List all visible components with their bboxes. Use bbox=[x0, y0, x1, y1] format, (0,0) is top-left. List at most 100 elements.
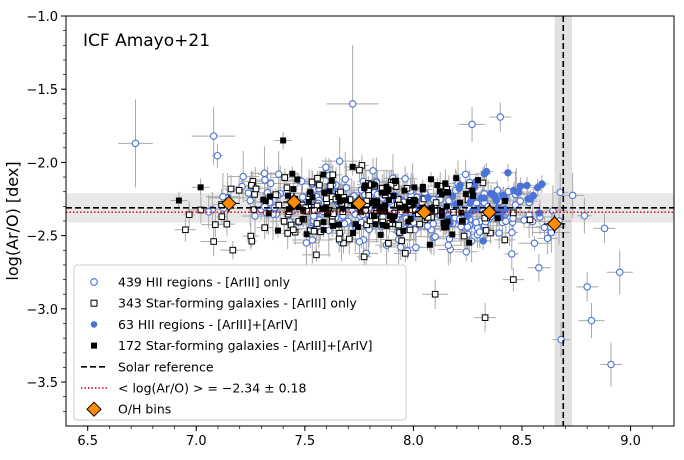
sfg-open-point bbox=[272, 191, 280, 198]
sfg-filled-point bbox=[294, 176, 301, 183]
sfg-filled-point bbox=[438, 212, 445, 219]
outlier-point bbox=[209, 132, 218, 140]
sfg-filled-point bbox=[326, 188, 333, 195]
hii-open-point bbox=[251, 212, 259, 220]
sfg-filled-point bbox=[434, 182, 441, 189]
sfg-filled-point bbox=[267, 193, 274, 200]
hii-open-point bbox=[341, 175, 350, 183]
sfg-open-point bbox=[346, 235, 353, 243]
sfg-filled-point bbox=[321, 189, 328, 196]
sfg-filled-point bbox=[438, 191, 445, 198]
legend-marker-hii-open bbox=[90, 278, 98, 286]
sfg-open-point bbox=[482, 227, 490, 234]
hii-open-point bbox=[322, 163, 330, 172]
hii-open-point bbox=[213, 151, 222, 160]
hii-open-point bbox=[530, 239, 539, 247]
y-axis-label: log(Ar/O) [dex] bbox=[3, 161, 22, 280]
hii-filled-point bbox=[538, 180, 546, 188]
chart-annotation: ICF Amayo+21 bbox=[83, 31, 210, 51]
sfg-open-point bbox=[450, 209, 457, 216]
sfg-open-point bbox=[281, 174, 289, 181]
sfg-filled-point bbox=[475, 177, 482, 184]
y-tick-label: −1.5 bbox=[26, 83, 58, 98]
x-tick-label: 7.5 bbox=[295, 434, 316, 449]
hii-open-point bbox=[508, 228, 516, 237]
sfg-filled-point bbox=[320, 219, 327, 226]
sfg-open-point bbox=[398, 237, 405, 245]
hii-open-point bbox=[568, 191, 577, 200]
hii-open-point bbox=[204, 208, 213, 216]
sfg-open-point bbox=[460, 232, 468, 240]
outlier-point bbox=[468, 120, 476, 129]
hii-open-point bbox=[580, 211, 589, 220]
sfg-filled-point bbox=[372, 221, 379, 228]
hii-filled-point bbox=[529, 191, 538, 200]
sfg-filled-point bbox=[322, 204, 329, 211]
sfg-open-point bbox=[363, 221, 370, 229]
y-tick-label: −2.0 bbox=[26, 156, 58, 171]
hii-open-point bbox=[412, 243, 420, 252]
sfg-filled-point bbox=[407, 215, 414, 222]
sfg-filled-point bbox=[330, 222, 337, 229]
x-tick-label: 6.5 bbox=[77, 434, 98, 449]
sfg-filled-point bbox=[303, 231, 310, 238]
sfg-open-point bbox=[335, 235, 343, 243]
sfg-filled-point bbox=[362, 182, 369, 189]
legend-label-ohbins: O/H bins bbox=[118, 402, 171, 417]
sfg-filled-point bbox=[285, 206, 292, 213]
oh-bin-marker bbox=[416, 204, 432, 220]
hii-open-point bbox=[462, 248, 470, 256]
sfg-filled-point bbox=[357, 207, 364, 214]
outlier-point bbox=[175, 197, 182, 204]
sfg-open-point bbox=[406, 226, 414, 234]
sfg-filled-point bbox=[453, 175, 460, 182]
outlier-point bbox=[197, 184, 204, 191]
sfg-filled-point bbox=[377, 231, 384, 238]
sfg-open-point bbox=[251, 191, 258, 198]
x-tick-label: 9.0 bbox=[620, 434, 641, 449]
sfg-open-point bbox=[340, 239, 347, 247]
hii-open-point bbox=[302, 239, 311, 247]
sfg-filled-point bbox=[442, 180, 449, 187]
sfg-filled-point bbox=[411, 184, 418, 191]
sfg-filled-point bbox=[403, 207, 410, 214]
legend: 439 HII regions - [ArIII] only 343 Star-f… bbox=[73, 264, 407, 421]
outlier-point bbox=[481, 314, 489, 321]
sfg-filled-point bbox=[369, 199, 376, 206]
sfg-filled-point bbox=[374, 198, 381, 205]
sfg-filled-point bbox=[274, 227, 281, 234]
hii-open-point bbox=[340, 219, 349, 228]
sfg-filled-point bbox=[386, 213, 393, 220]
hii-open-point bbox=[444, 241, 453, 250]
hii-open-point bbox=[342, 183, 351, 192]
sfg-filled-point bbox=[265, 210, 272, 217]
sfg-open-point bbox=[313, 220, 321, 227]
sfg-filled-point bbox=[494, 215, 501, 222]
sfg-filled-point bbox=[436, 188, 443, 195]
sfg-open-point bbox=[290, 226, 297, 234]
sfg-open-point bbox=[229, 246, 237, 254]
sfg-filled-point bbox=[285, 192, 292, 199]
sfg-filled-point bbox=[320, 227, 327, 234]
hii-open-point bbox=[493, 186, 502, 194]
sfg-open-point bbox=[223, 220, 231, 228]
hii-open-point bbox=[520, 216, 528, 224]
sfg-open-point bbox=[218, 213, 226, 220]
sfg-filled-point bbox=[295, 203, 302, 210]
sfg-filled-point bbox=[412, 197, 419, 204]
oh-bin-marker bbox=[351, 195, 367, 212]
legend-box bbox=[73, 264, 407, 421]
hii-open-point bbox=[298, 193, 307, 201]
sfg-open-point bbox=[227, 185, 235, 193]
hii-open-point bbox=[401, 174, 409, 183]
hii-open-point bbox=[461, 170, 470, 179]
y-tick-label: −1.0 bbox=[26, 10, 58, 25]
sfg-open-point bbox=[313, 251, 320, 259]
hii-open-point bbox=[244, 189, 253, 197]
hii-open-point bbox=[543, 234, 552, 243]
sfg-open-point bbox=[248, 237, 256, 245]
sfg-open-point bbox=[401, 250, 409, 257]
sfg-filled-point bbox=[350, 229, 357, 236]
sfg-open-point bbox=[356, 166, 363, 174]
